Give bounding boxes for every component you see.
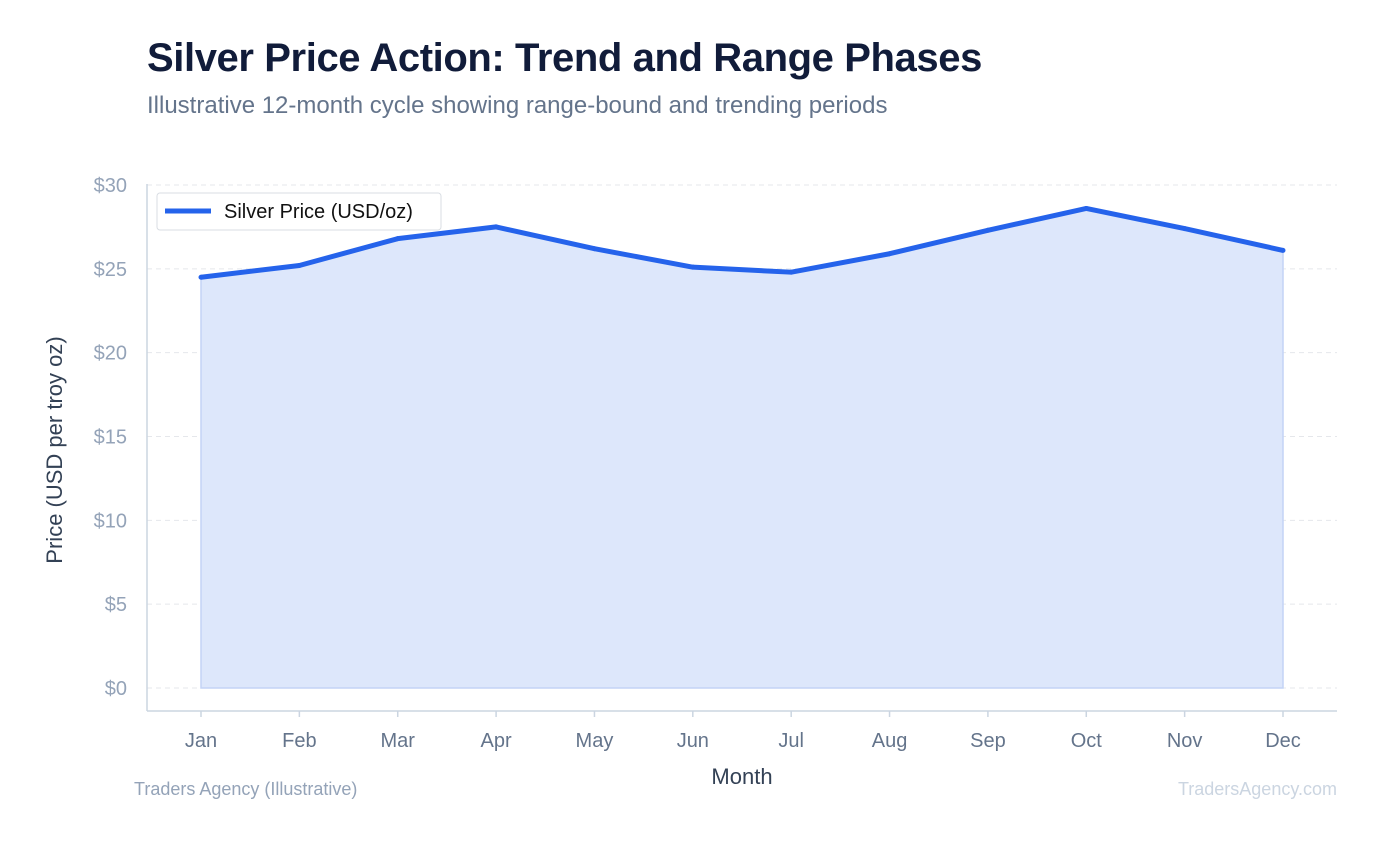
watermark-link[interactable]: TradersAgency.com xyxy=(1177,779,1337,799)
x-tick-label: Mar xyxy=(381,730,416,752)
legend-label: Silver Price (USD/oz) xyxy=(224,201,413,223)
data-point xyxy=(198,274,204,280)
legend: Silver Price (USD/oz) xyxy=(156,192,442,231)
y-tick-label: $20 xyxy=(94,343,127,365)
source-note: Traders Agency (Illustrative) xyxy=(134,779,358,799)
x-tick-labels: Jan Feb Mar Apr May Jun Jul Aug Sep Oct Nov Dec xyxy=(185,711,1301,752)
data-point xyxy=(395,236,401,242)
chart-title: Silver Price Action: Trend and Range Pha… xyxy=(147,36,982,80)
x-tick-label: Nov xyxy=(1167,730,1203,752)
chart-subtitle: Illustrative 12-month cycle showing rang… xyxy=(147,92,888,119)
axes xyxy=(146,184,1337,712)
area-fill xyxy=(200,207,1284,689)
x-tick-label: Oct xyxy=(1071,730,1103,752)
data-point xyxy=(1083,205,1089,211)
data-point xyxy=(690,264,696,270)
series-line xyxy=(200,205,1284,280)
x-tick-label: Jun xyxy=(677,730,709,752)
data-point xyxy=(296,262,302,268)
y-tick-label: $5 xyxy=(105,594,127,616)
legend-box xyxy=(156,192,442,231)
area-layer xyxy=(198,205,1286,689)
y-tick-labels: $0 $5 $10 $15 $20 $25 $30 xyxy=(94,175,127,700)
x-tick-label: Jan xyxy=(185,730,217,752)
data-point xyxy=(788,269,794,275)
x-tick-label: May xyxy=(576,730,614,752)
y-axis-label: Price (USD per troy oz) xyxy=(42,336,67,563)
data-point xyxy=(1182,226,1188,232)
y-tick-label: $30 xyxy=(94,175,127,197)
data-point xyxy=(493,224,499,230)
data-point xyxy=(1280,247,1286,253)
y-tick-label: $10 xyxy=(94,510,127,532)
y-tick-label: $15 xyxy=(94,427,127,449)
x-tick-label: Feb xyxy=(282,730,316,752)
x-tick-label: Apr xyxy=(481,730,512,752)
y-tick-label: $25 xyxy=(94,259,127,281)
data-point xyxy=(591,246,597,252)
x-tick-label: Aug xyxy=(872,730,908,752)
data-point xyxy=(887,251,893,257)
x-tick-label: Sep xyxy=(970,730,1006,752)
data-point xyxy=(985,227,991,233)
x-axis-label: Month xyxy=(711,764,772,789)
y-tick-label: $0 xyxy=(105,678,127,700)
x-tick-label: Dec xyxy=(1265,730,1301,752)
x-tick-label: Jul xyxy=(778,730,804,752)
